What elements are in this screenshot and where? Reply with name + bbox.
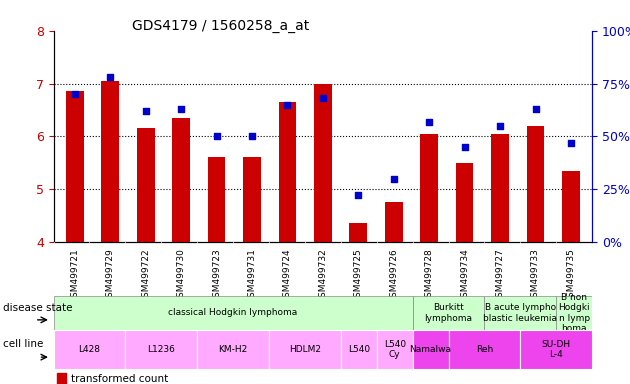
Text: SU-DH
L-4: SU-DH L-4 (542, 340, 571, 359)
Bar (197, 330, 269, 369)
Bar (350, 223, 367, 242)
Bar (54, 296, 413, 330)
Bar (314, 84, 332, 242)
Text: Burkitt
lymphoma: Burkitt lymphoma (425, 303, 472, 323)
Text: KM-H2: KM-H2 (219, 345, 248, 354)
Text: HDLM2: HDLM2 (289, 345, 321, 354)
Point (389, 175, 399, 182)
Text: classical Hodgkin lymphoma: classical Hodgkin lymphoma (168, 308, 298, 318)
Point (530, 106, 541, 112)
Point (318, 95, 328, 101)
Bar (556, 296, 592, 330)
Point (460, 144, 470, 150)
Point (70, 91, 80, 97)
Point (353, 192, 364, 199)
Bar (101, 81, 119, 242)
Text: Namalwa: Namalwa (410, 345, 452, 354)
Bar (562, 170, 580, 242)
Bar (520, 330, 592, 369)
Text: B non
Hodgki
n lymp
homa: B non Hodgki n lymp homa (558, 293, 590, 333)
Point (495, 123, 505, 129)
Bar (527, 126, 544, 242)
Bar (420, 134, 438, 242)
Bar (137, 128, 154, 242)
Text: L428: L428 (79, 345, 100, 354)
Point (176, 106, 186, 112)
Bar (172, 118, 190, 242)
Text: L540
Cy: L540 Cy (384, 340, 406, 359)
Bar (377, 330, 413, 369)
Text: cell line: cell line (3, 339, 43, 349)
Text: L540: L540 (348, 345, 370, 354)
Text: transformed count: transformed count (71, 374, 169, 384)
Bar (413, 296, 484, 330)
Bar (66, 91, 84, 242)
Text: L1236: L1236 (147, 345, 175, 354)
Bar (449, 330, 520, 369)
Bar (278, 102, 296, 242)
Bar (484, 296, 556, 330)
Text: Reh: Reh (476, 345, 493, 354)
Bar (491, 134, 509, 242)
Bar (341, 330, 377, 369)
Text: GDS4179 / 1560258_a_at: GDS4179 / 1560258_a_at (132, 19, 309, 33)
Bar (455, 163, 474, 242)
Point (566, 140, 576, 146)
Bar (54, 330, 125, 369)
Point (424, 118, 434, 124)
Bar (413, 330, 449, 369)
Text: disease state: disease state (3, 303, 72, 313)
Bar (125, 330, 197, 369)
Bar (243, 157, 261, 242)
Bar (57, 373, 67, 384)
Bar (269, 330, 341, 369)
Text: B acute lympho
blastic leukemia: B acute lympho blastic leukemia (483, 303, 558, 323)
Point (247, 133, 257, 139)
Point (282, 101, 292, 108)
Point (140, 108, 151, 114)
Point (212, 133, 222, 139)
Bar (385, 202, 403, 242)
Bar (208, 157, 226, 242)
Point (105, 74, 115, 80)
